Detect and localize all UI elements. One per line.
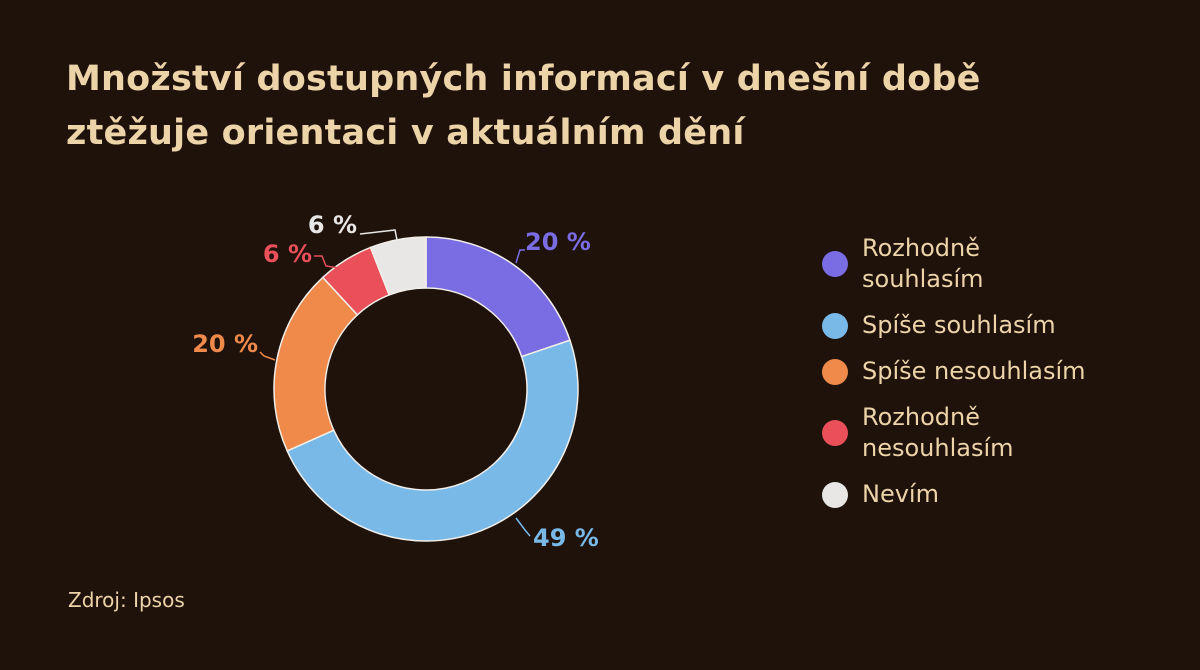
donut-slice-2 — [286, 339, 579, 542]
data-label-4: 6 % — [263, 240, 312, 268]
legend-swatch — [822, 251, 848, 277]
legend-label: Spíše nesouhlasím — [862, 357, 1086, 385]
donut-slice-3 — [273, 276, 359, 452]
legend-swatch — [822, 312, 848, 339]
legend-item-2: Spíše souhlasím — [822, 310, 1142, 341]
leader-line-5 — [359, 229, 398, 241]
legend-swatch — [822, 420, 848, 446]
legend-label: Rozhodně nesouhlasím — [862, 403, 1014, 462]
chart-title-line-1: Množství dostupných informací v dnešní d… — [66, 59, 981, 99]
donut-slice-5 — [369, 236, 427, 296]
legend-label: Rozhodně souhlasím — [862, 234, 984, 293]
legend-swatch — [822, 358, 848, 385]
legend-item-3: Spíše nesouhlasím — [822, 356, 1142, 387]
leader-line-1 — [515, 249, 525, 264]
legend-label: Nevím — [862, 480, 939, 508]
data-label-1: 20 % — [525, 228, 591, 256]
source-note: Zdroj: Ipsos — [68, 588, 185, 612]
legend-swatch — [822, 481, 848, 508]
data-label-5: 6 % — [308, 211, 357, 239]
legend-item-4: Rozhodně nesouhlasím — [822, 402, 1142, 464]
leader-line-3 — [259, 351, 276, 361]
chart-legend: Rozhodně souhlasím Spíše souhlasím Spíše n… — [822, 233, 1142, 525]
chart-title: Množství dostupných informací v dnešní d… — [66, 52, 1166, 160]
leader-line-2 — [515, 517, 531, 537]
leader-line-4 — [314, 255, 340, 269]
data-label-3: 20 % — [192, 330, 258, 358]
chart-title-line-2: ztěžuje orientaci v aktuálním dění — [66, 113, 745, 153]
data-label-2: 49 % — [533, 524, 599, 552]
legend-item-1: Rozhodně souhlasím — [822, 233, 1142, 295]
legend-item-5: Nevím — [822, 479, 1142, 510]
legend-label: Spíše souhlasím — [862, 311, 1056, 339]
